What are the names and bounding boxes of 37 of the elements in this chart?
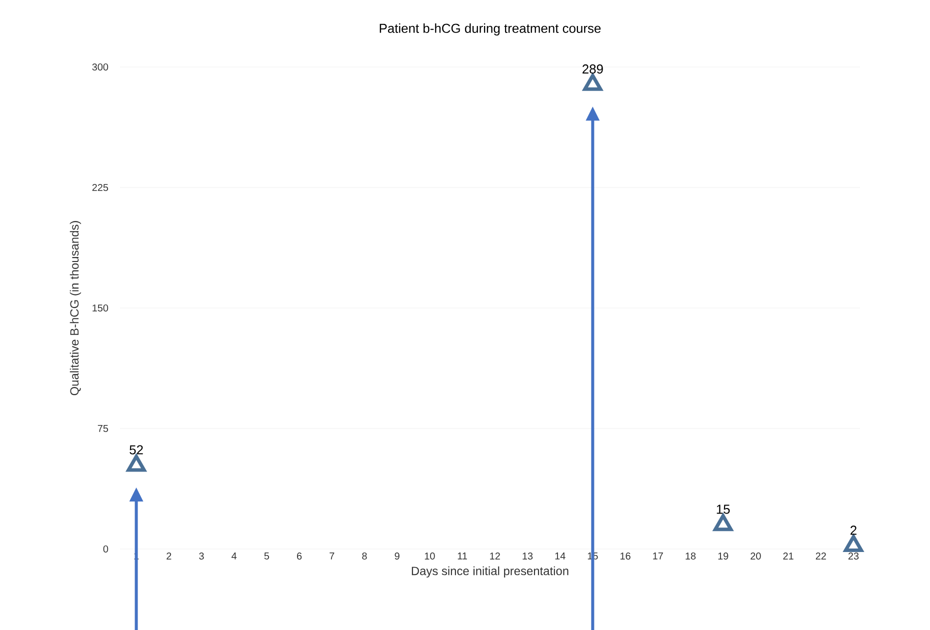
x-tick-label: 16 [620, 552, 630, 560]
data-label: 289 [582, 64, 603, 74]
y-axis-title: Qualitative B-hCG (in thousands) [70, 221, 82, 396]
y-tick-label: 0 [103, 545, 108, 553]
x-tick-label: 19 [718, 552, 728, 560]
y-tick-label: 75 [98, 425, 108, 432]
x-tick-label: 13 [522, 552, 533, 560]
x-tick-label: 10 [424, 552, 435, 560]
x-tick-label: 20 [750, 552, 761, 560]
data-label: 52 [130, 445, 143, 454]
x-tick-label: 18 [686, 552, 696, 560]
x-tick-label: 8 [362, 552, 367, 560]
x-tick-label: 22 [816, 552, 826, 560]
x-tick-label: 14 [555, 552, 566, 560]
x-tick-label: 4 [232, 552, 237, 560]
point [714, 514, 733, 532]
y-tick-label: 150 [92, 304, 108, 312]
x-axis-title: Days since initial presentation [412, 566, 568, 578]
x-tick-label: 11 [458, 552, 467, 560]
x-tick-label: 23 [848, 552, 859, 560]
x-tick-label: 2 [166, 552, 172, 560]
x-tick-label: 21 [783, 552, 794, 560]
point [126, 454, 146, 472]
data-label: 15 [716, 504, 730, 514]
chart-title: Patient b-hCG during treatment course [380, 23, 601, 36]
x-tick-label: 6 [297, 552, 302, 560]
data-label: 2 [850, 526, 856, 535]
y-tick-label: 225 [92, 184, 108, 192]
x-tick-label: 17 [653, 552, 663, 560]
x-tick-label: 7 [330, 552, 334, 560]
point [583, 74, 602, 91]
x-tick-label: 3 [199, 552, 204, 560]
x-tick-label: 9 [394, 552, 400, 560]
x-tick-label: 12 [490, 552, 500, 560]
point [844, 535, 864, 552]
y-tick-label: 300 [92, 63, 108, 71]
x-tick-label: 5 [264, 552, 270, 560]
